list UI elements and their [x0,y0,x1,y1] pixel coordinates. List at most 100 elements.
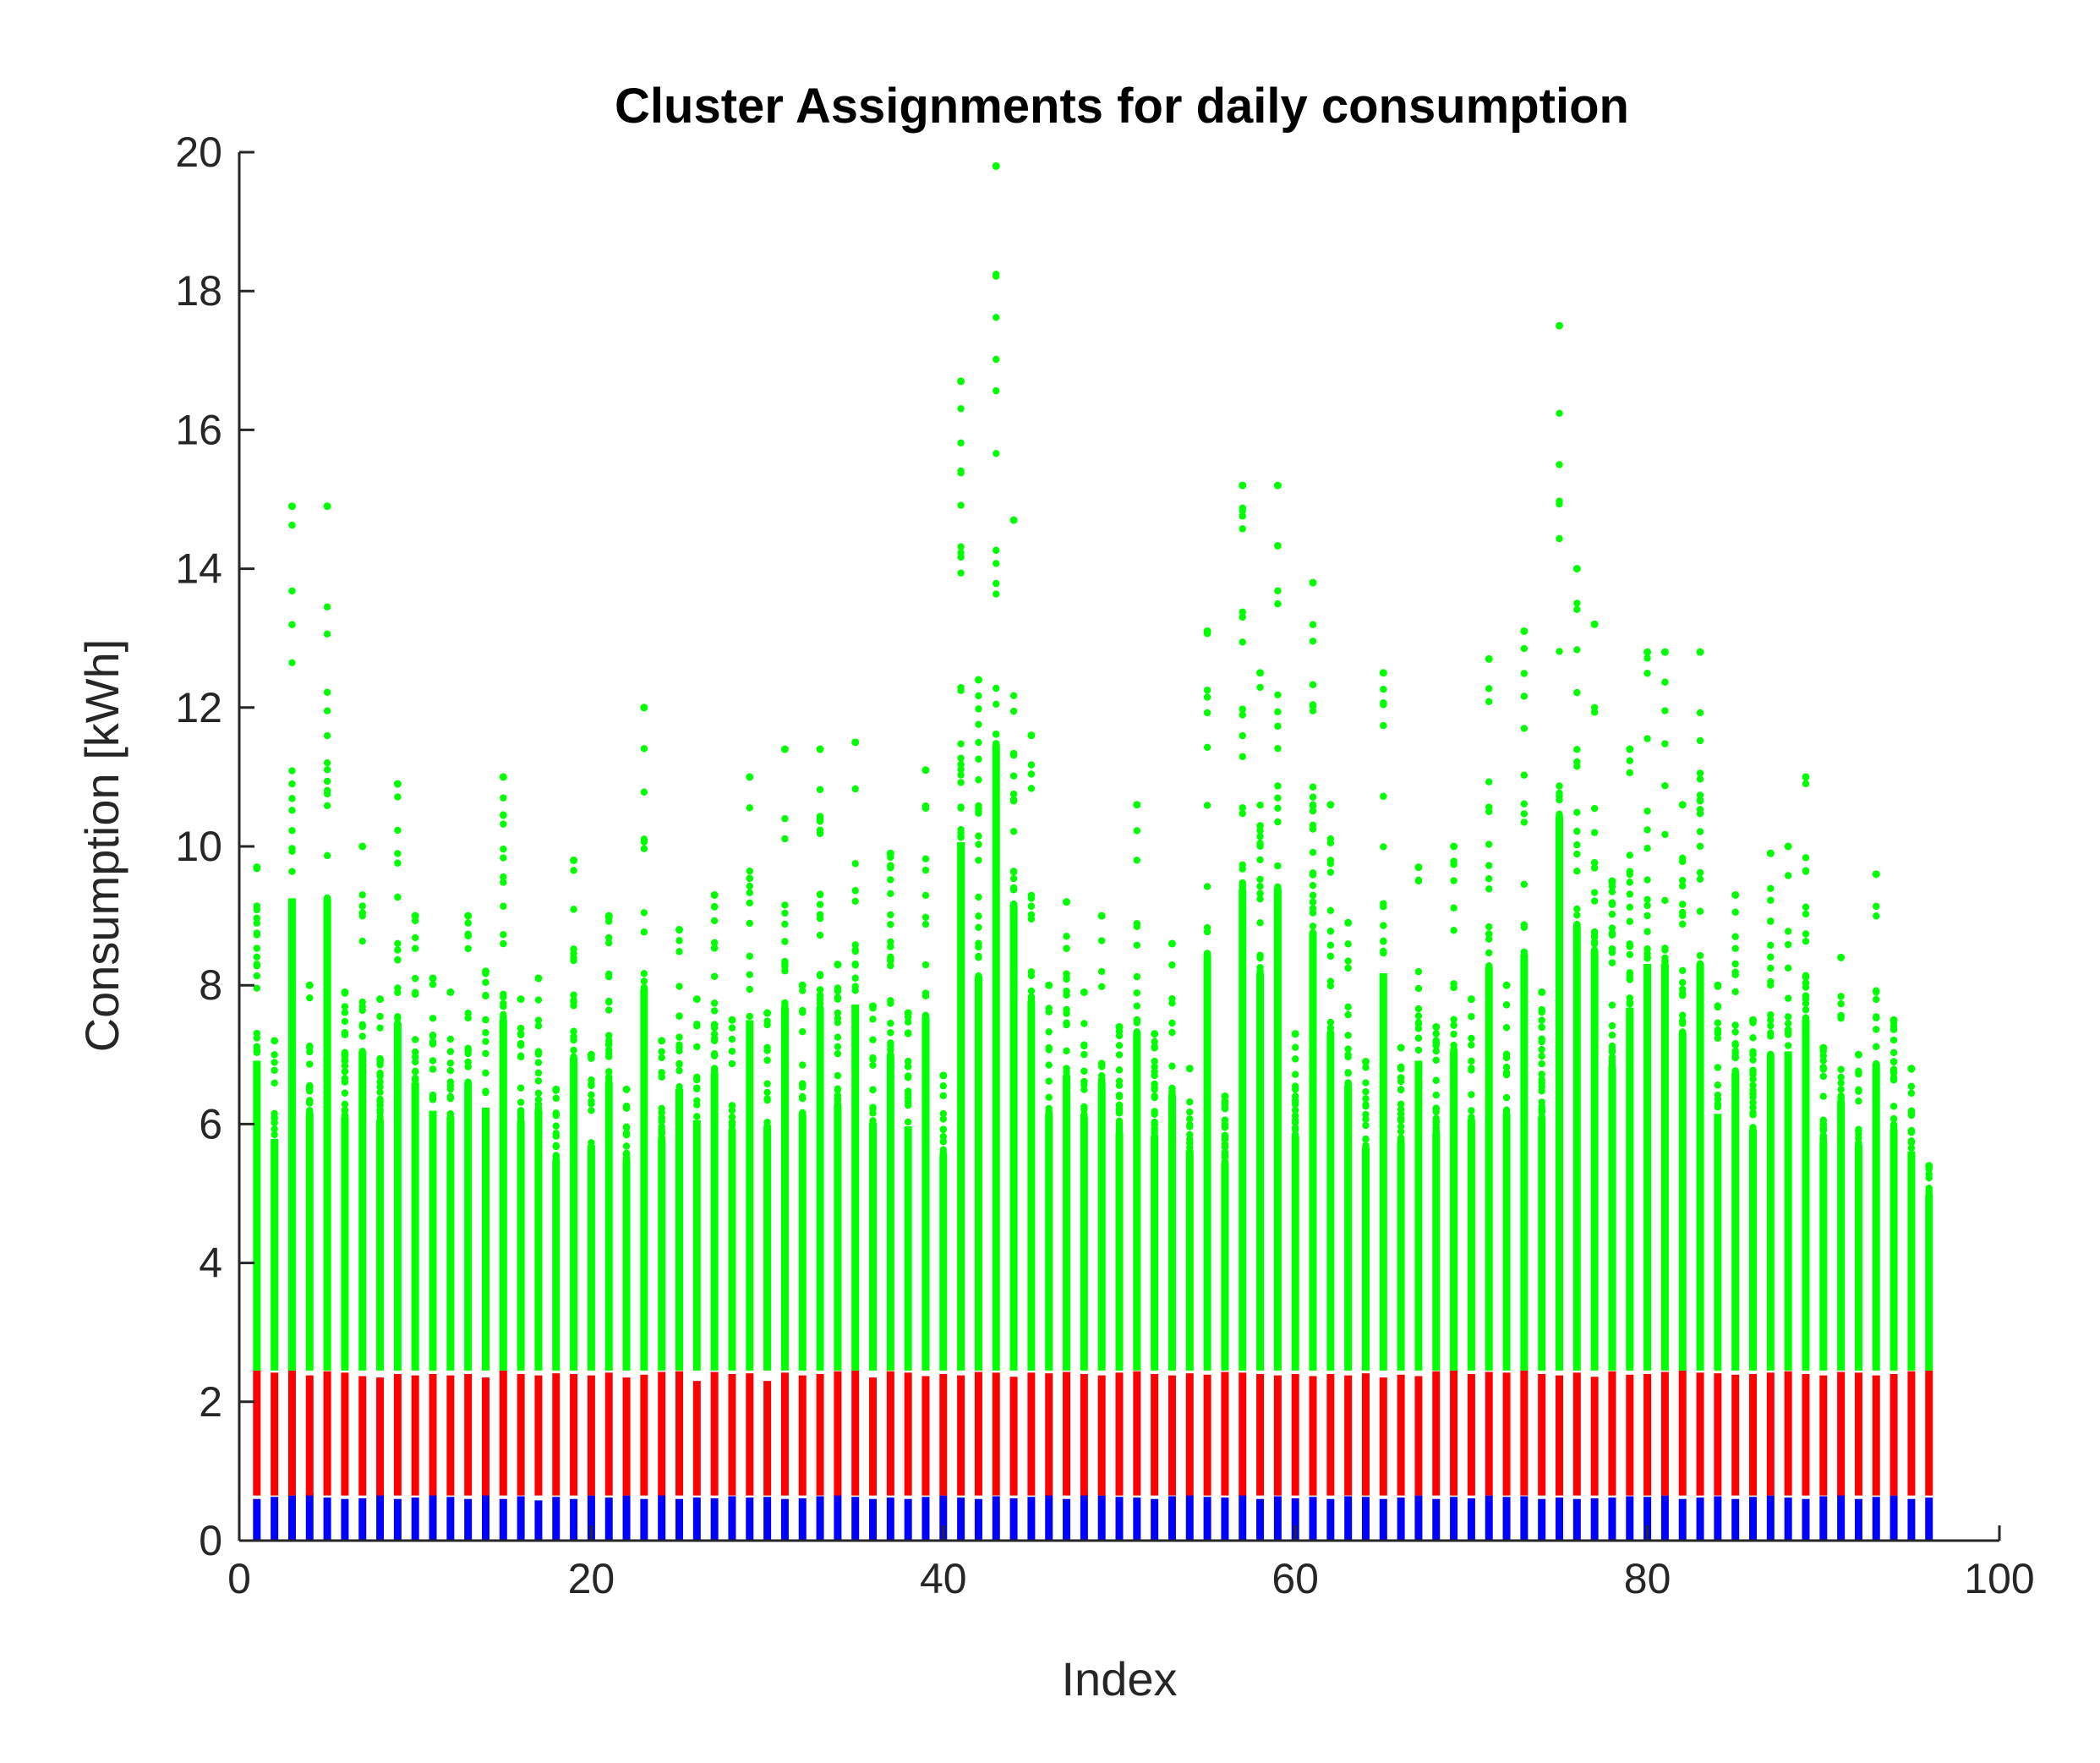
data-point [1380,698,1387,707]
data-column [1731,1374,1740,1496]
data-point [1063,970,1070,977]
data-point [1115,1117,1124,1125]
data-point [288,659,296,666]
data-point [1749,1076,1757,1083]
data-point [1502,1024,1511,1032]
data-column [1802,1373,1810,1496]
data-column [393,1373,402,1496]
data-point [1749,1087,1757,1094]
data-point [1186,1147,1194,1154]
data-point [1485,840,1493,848]
data-point [1063,1065,1070,1072]
data-point [1009,707,1018,715]
data-column [1678,1370,1687,1496]
data-point [1151,1120,1158,1128]
data-column [904,1126,912,1371]
data-point [887,921,894,928]
data-point [305,981,314,989]
data-column [1837,1494,1846,1541]
data-point [534,1016,543,1024]
data-point [1802,867,1810,874]
data-point [1749,1125,1757,1132]
data-point [534,1022,543,1030]
data-point [500,854,507,862]
data-column [1009,904,1018,1371]
data-column [1766,1372,1775,1496]
data-point [799,987,807,994]
data-point [1151,1131,1158,1140]
data-point [394,793,402,801]
data-column [710,1497,719,1541]
data-point [1573,850,1581,858]
data-point [1045,1108,1053,1115]
data-column [517,1120,525,1371]
data-point [1643,654,1651,662]
data-point [412,1067,419,1076]
data-point [323,802,331,810]
data-column [481,1107,489,1371]
data-point [253,1029,261,1038]
data-point [1362,1136,1370,1143]
data-point [1239,711,1246,719]
data-point [1344,964,1352,972]
data-point [869,1002,878,1010]
data-point [1819,1138,1827,1146]
data-point [710,1052,719,1059]
data-point [1661,678,1669,686]
data-point [693,1101,701,1109]
data-point [1326,839,1335,846]
data-column [658,1372,666,1496]
data-point [1767,1050,1775,1059]
data-point [1450,877,1457,884]
data-column [446,1375,455,1496]
data-column [763,1497,772,1541]
data-point [1239,504,1246,512]
data-point [851,785,859,793]
x-axis-label: Index [1062,1652,1178,1706]
data-point [605,1041,613,1048]
data-column [1714,1373,1722,1496]
data-point [1873,995,1880,1004]
data-point [358,1048,366,1055]
data-point [1802,937,1810,945]
data-point [710,917,719,925]
data-point [1274,862,1282,870]
data-point [921,961,930,969]
data-column [1432,1371,1441,1496]
data-point [1450,927,1457,934]
data-column [1115,1132,1124,1371]
data-point [921,891,930,900]
data-point [799,1009,807,1016]
data-point [1485,885,1493,893]
data-point [887,1020,894,1027]
data-point [1009,874,1018,883]
data-point [1344,1032,1352,1039]
data-point [1767,941,1775,950]
data-point [1556,648,1563,655]
data-point [1661,740,1669,747]
data-point [482,1029,489,1037]
data-point [1696,810,1704,818]
data-point [1802,903,1810,911]
data-point [957,765,965,774]
data-point [1151,1043,1158,1051]
data-point [588,1139,595,1147]
data-column [305,1114,314,1371]
data-point [763,1122,771,1131]
data-point [816,901,824,908]
data-point [1045,1028,1053,1036]
data-point [939,1149,948,1157]
data-column [798,1375,807,1496]
data-point [1784,1020,1792,1027]
data-point [622,1085,631,1093]
data-column [1168,1095,1176,1371]
data-point [1256,967,1264,975]
data-point [1045,1093,1053,1101]
data-point [1907,1089,1916,1098]
data-point [341,1003,349,1010]
data-point [1115,1066,1124,1074]
data-point [728,1059,736,1068]
data-point [834,1085,842,1092]
data-point [481,967,489,976]
data-column [710,1372,719,1496]
